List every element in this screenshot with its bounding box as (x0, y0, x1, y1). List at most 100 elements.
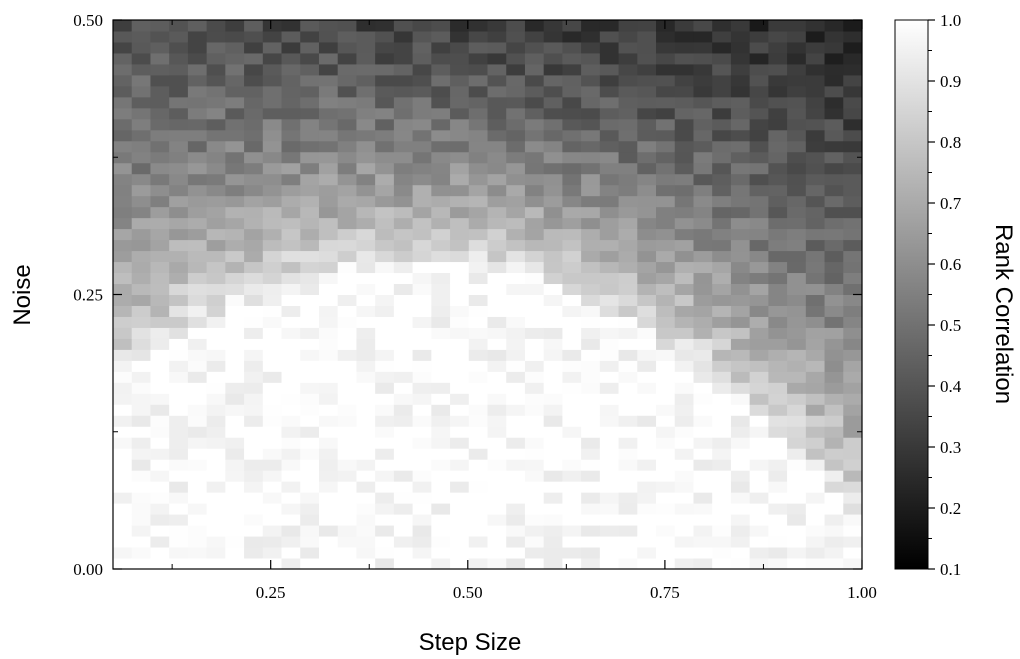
heatmap-cell (393, 283, 414, 295)
heatmap-cell (599, 481, 620, 493)
heatmap-cell (674, 206, 694, 219)
heatmap-cell (787, 426, 807, 438)
heatmap-cell (824, 558, 844, 570)
heatmap-cell (412, 206, 432, 219)
heatmap-cell (262, 393, 283, 405)
heatmap-cell (712, 173, 732, 186)
heatmap-cell (543, 327, 563, 339)
heatmap-cell (712, 393, 732, 405)
heatmap-cell (543, 459, 563, 471)
heatmap-cell (581, 536, 601, 548)
heatmap-cell (450, 206, 470, 219)
heatmap-cell (300, 470, 320, 482)
heatmap-cell (356, 151, 376, 164)
heatmap-cell (637, 74, 657, 87)
heatmap-cell (674, 426, 694, 438)
heatmap-cell (599, 20, 620, 32)
heatmap-cell (150, 536, 170, 548)
heatmap-cell (225, 96, 245, 109)
heatmap-cell (487, 437, 507, 449)
heatmap-cell (113, 206, 133, 219)
heatmap-cell (618, 30, 638, 43)
heatmap-cell (656, 371, 676, 383)
heatmap-cell (524, 426, 545, 438)
heatmap-cell (356, 118, 376, 131)
heatmap-cell (805, 404, 826, 416)
heatmap-cell (244, 525, 264, 537)
heatmap-cell (375, 327, 395, 339)
heatmap-cell (543, 470, 563, 482)
heatmap-cell (524, 327, 545, 339)
heatmap-cell (712, 547, 732, 559)
heatmap-cell (468, 305, 489, 317)
heatmap-cell (730, 239, 751, 252)
heatmap-cell (337, 261, 357, 274)
heatmap-cell (337, 140, 357, 153)
heatmap-cell (113, 85, 133, 98)
heatmap-cell (375, 503, 395, 515)
heatmap-cell (244, 151, 264, 164)
heatmap-cell (244, 30, 264, 43)
heatmap-cell (674, 151, 694, 164)
heatmap-cell (506, 404, 526, 416)
heatmap-cell (468, 536, 489, 548)
heatmap-cell (824, 151, 844, 164)
y-axis-ticks: 0.000.250.50 (73, 11, 862, 579)
heatmap-cell (543, 514, 563, 526)
y-tick-label: 0.25 (73, 286, 103, 305)
heatmap-cell (187, 96, 208, 109)
heatmap-cell (843, 283, 863, 295)
heatmap-cell (656, 206, 676, 219)
heatmap-cell (637, 272, 657, 285)
heatmap-cell (300, 283, 320, 295)
heatmap-cell (468, 30, 489, 43)
heatmap-cell (524, 173, 545, 186)
heatmap-cell (431, 118, 451, 131)
heatmap-cell (169, 327, 189, 339)
heatmap-cell (169, 305, 189, 317)
heatmap-cell (281, 162, 301, 175)
heatmap-cell (768, 41, 788, 54)
heatmap-cell (393, 338, 414, 350)
heatmap-cell (768, 360, 788, 372)
heatmap-cell (450, 107, 470, 120)
heatmap-cell (450, 250, 470, 263)
heatmap-cell (393, 536, 414, 548)
heatmap-cell (805, 96, 826, 109)
heatmap-cell (225, 52, 245, 65)
heatmap-cell (637, 195, 657, 208)
heatmap-cell (730, 129, 751, 142)
heatmap-cell (562, 448, 582, 460)
heatmap-cell (262, 140, 283, 153)
heatmap-cell (356, 327, 376, 339)
heatmap-cell (693, 349, 713, 361)
heatmap-cell (656, 459, 676, 471)
heatmap-cell (206, 173, 226, 186)
heatmap-cell (337, 107, 357, 120)
heatmap-cell (693, 437, 713, 449)
heatmap-cell (506, 470, 526, 482)
heatmap-cell (169, 294, 189, 306)
heatmap-cell (300, 525, 320, 537)
heatmap-cell (674, 20, 694, 32)
heatmap-cell (843, 525, 863, 537)
heatmap-cell (562, 41, 582, 54)
heatmap-cell (749, 184, 769, 197)
heatmap-cell (150, 503, 170, 515)
heatmap-cell (787, 514, 807, 526)
heatmap-cell (730, 415, 751, 427)
heatmap-cell (562, 20, 582, 32)
heatmap-cell (674, 261, 694, 274)
heatmap-cell (805, 514, 826, 526)
heatmap-cell (337, 415, 357, 427)
heatmap-cell (450, 426, 470, 438)
heatmap-cell (637, 283, 657, 295)
heatmap-cell (749, 250, 769, 263)
heatmap-cell (599, 316, 620, 328)
heatmap-cell (450, 261, 470, 274)
heatmap-cell (506, 536, 526, 548)
heatmap-cell (768, 74, 788, 87)
heatmap-cell (712, 41, 732, 54)
heatmap-cell (225, 404, 245, 416)
heatmap-cell (300, 217, 320, 230)
